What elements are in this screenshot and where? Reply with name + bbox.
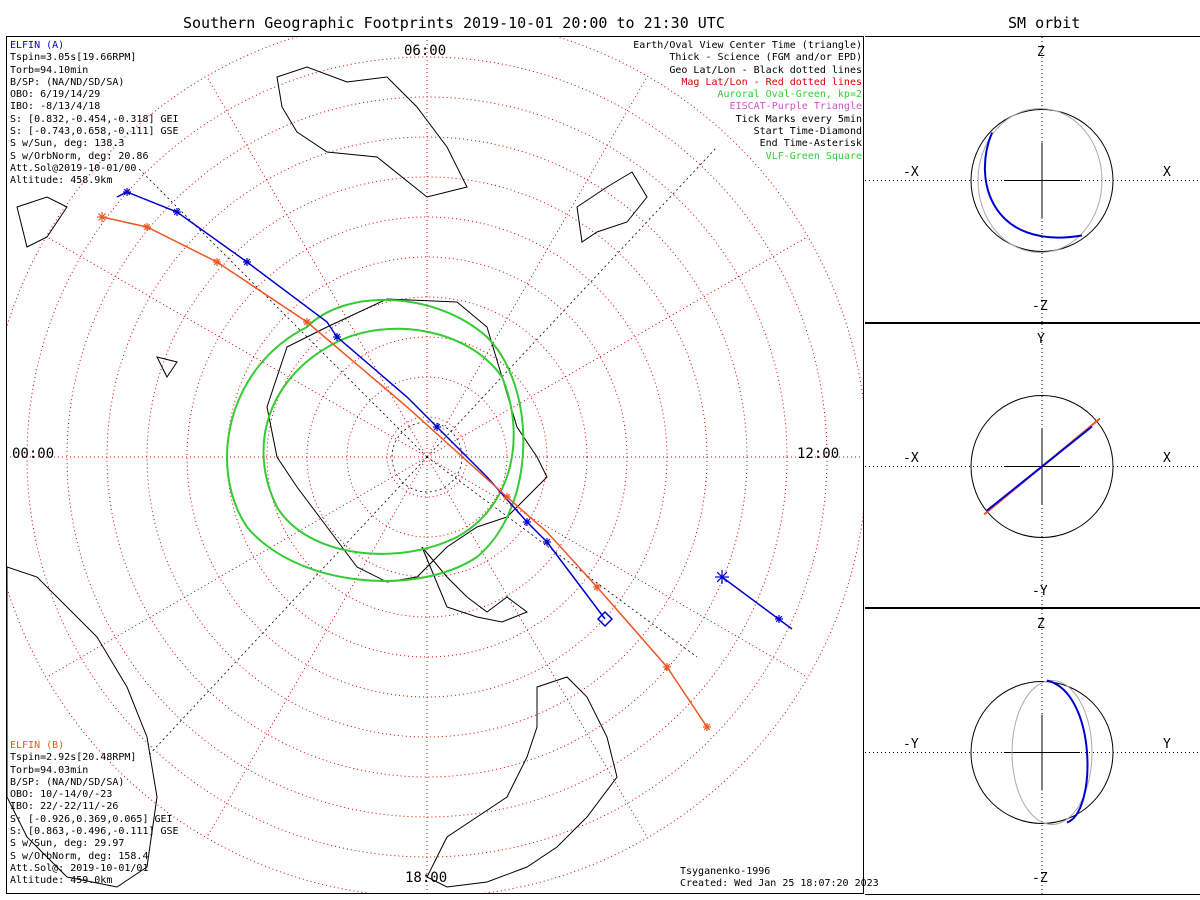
orbit-b [1011,680,1093,825]
elfin-b-info-line: Tspin=2.92s[20.48RPM] [10,752,137,764]
elfin-b-tick [663,663,671,671]
axis-label-bottom: -Z [1032,871,1048,886]
orbit-a [984,132,1083,239]
legend-entry: EISCAT-Purple Triangle [729,101,862,113]
elfin-a-info-line: IBO: -8/13/4/18 [10,101,101,113]
orbit-a [986,425,1093,512]
elfin-b-tick [503,493,511,501]
elfin-a-name: ELFIN (A) [10,40,65,51]
elfin-a-info-line: B/SP: (NA/ND/SD/SA) [10,76,125,88]
elfin-b-info-line: Torb=94.03min [10,764,89,776]
elfin-a-tick [333,333,341,341]
sm-orbit-panel-2: Y -Y -X X [865,323,1200,609]
elfin-b-info-line: Altitude: 459.0km [10,875,113,887]
clock-label-bottom: 18:00 [405,870,448,886]
elfin-a-info-line: Att.Sol@2019-10-01/00 [10,162,137,174]
elfin-a-tick [775,615,783,623]
elfin-b-tick [593,583,601,591]
legend-entry: Mag Lat/Lon - Red dotted lines [681,76,862,88]
elfin-a-info-line: OBO: 6/19/14/29 [10,89,101,101]
elfin-b-info-line: S: [0.863,-0.496,-0.111] GSE [10,826,179,838]
axis-label-right: X [1163,450,1171,466]
legend-entry: End Time-Asterisk [759,138,862,150]
legend-entry: Geo Lat/Lon - Black dotted lines [669,64,862,76]
sm-orbit-svg [865,324,1200,609]
elfin-a-lines: Tspin=3.05s[19.66RPM] Torb=94.10min B/SP: … [10,52,179,187]
elfin-a-info-line: Tspin=3.05s[19.66RPM] [10,52,137,64]
auroral-ovals [226,298,525,582]
clock-label-right: 12:00 [797,446,840,462]
sm-orbit-svg [865,609,1200,896]
elfin-b-info-line: S w/OrbNorm, deg: 158.4 [10,850,149,862]
model-credit: Tsyganenko-1996 [680,866,771,877]
elfin-b-tick [703,723,711,731]
elfin-a-start-diamond [596,610,614,628]
elfin-a-start-asterisk [123,188,131,196]
earth-circle [970,681,1114,824]
elfin-b-info: ELFIN (B) Tspin=2.92s[20.48RPM] Torb=94.0… [10,740,179,888]
legend-entry: Tick Marks every 5min [735,113,862,125]
legend-entry: Start Time-Diamond [753,126,862,138]
axis-label-right: X [1163,164,1171,180]
elfin-b-info-line: Att.Sol@: 2019-10-01/01 [10,862,149,874]
elfin-a-info-line: S: [-0.743,0.658,-0.111] GSE [10,126,179,138]
elfin-b-tick [303,318,311,326]
elfin-a-tick [523,518,531,526]
clock-label-top: 06:00 [404,43,447,59]
axis-label-bottom: -Z [1032,299,1048,314]
axis-label-left: -Y [903,736,919,752]
axis-label-top: Y [1037,332,1045,347]
elfin-a-tick [243,258,251,266]
legend-entry: Auroral Oval-Green, kp=2 [717,89,863,101]
orbit-title: SM orbit [1008,14,1081,32]
legend-entry: VLF-Green Square [765,150,862,162]
elfin-a-info-line: Altitude: 458.9km [10,175,113,187]
axis-label-left: -X [903,164,919,180]
clock-label-left: 00:00 [12,446,55,462]
footprint-map [6,36,864,894]
elfin-b-lines: Tspin=2.92s[20.48RPM] Torb=94.03min B/SP: … [10,752,179,887]
earth-circle [970,395,1114,538]
created-credit: Created: Wed Jan 25 18:07:20 2023 [680,878,879,890]
elfin-b-name: ELFIN (B) [10,740,65,751]
axis-label-left: -X [903,450,919,466]
elfin-b-track [101,216,708,728]
orbit-a [1046,679,1089,824]
elfin-b-info-line: S w/Sun, deg: 29.97 [10,838,125,850]
elfin-a-info-line: S: [0.832,-0.454,-0.318] GEI [10,113,179,125]
legend-entry: Thick - Science (FGM and/or EPD) [669,52,862,64]
orbit-b [977,108,1103,253]
elfin-a-info: ELFIN (A) Tspin=3.05s[19.66RPM] Torb=94.1… [10,40,179,188]
elfin-a-info-line: S w/Sun, deg: 138.3 [10,138,125,150]
sm-orbit-svg [865,37,1200,324]
elfin-b-tick [143,223,151,231]
plot-title: Southern Geographic Footprints 2019-10-0… [183,14,725,32]
elfin-a-info-line: Torb=94.10min [10,64,89,76]
elfin-b-info-line: S: [-0.926,0.369,0.065] GEI [10,813,173,825]
elfin-b-tick [213,258,221,266]
elfin-a-tick [433,423,441,431]
sm-orbit-panel-3: Z -Z -Y Y [865,608,1200,896]
axis-label-bottom: -Y [1032,584,1048,599]
sm-orbit-panel-1: Z -Z -X X [865,36,1200,324]
elfin-a-tick [173,208,181,216]
elfin-a-track [116,191,606,620]
elfin-b-info-line: IBO: 22/-22/11/-26 [10,801,119,813]
earth-circle [970,109,1114,252]
elfin-a-tick [543,538,551,546]
elfin-a-info-line: S w/OrbNorm, deg: 20.86 [10,150,149,162]
legend: Earth/Oval View Center Time (triangle) Th… [633,40,862,163]
credits: Tsyganenko-1996 Created: Wed Jan 25 18:0… [680,866,879,891]
elfin-a-end-asterisk [715,570,729,584]
elfin-b-end-asterisk [97,212,107,222]
axis-label-right: Y [1163,736,1171,752]
elfin-b-info-line: OBO: 10/-14/0/-23 [10,789,113,801]
axis-label-top: Z [1037,45,1045,60]
coastlines [7,66,648,888]
legend-entry: Earth/Oval View Center Time (triangle) [633,40,862,51]
footprint-map-svg [7,37,863,893]
trajectories [97,188,793,731]
elfin-b-info-line: B/SP: (NA/ND/SD/SA) [10,776,125,788]
axis-label-top: Z [1037,617,1045,632]
